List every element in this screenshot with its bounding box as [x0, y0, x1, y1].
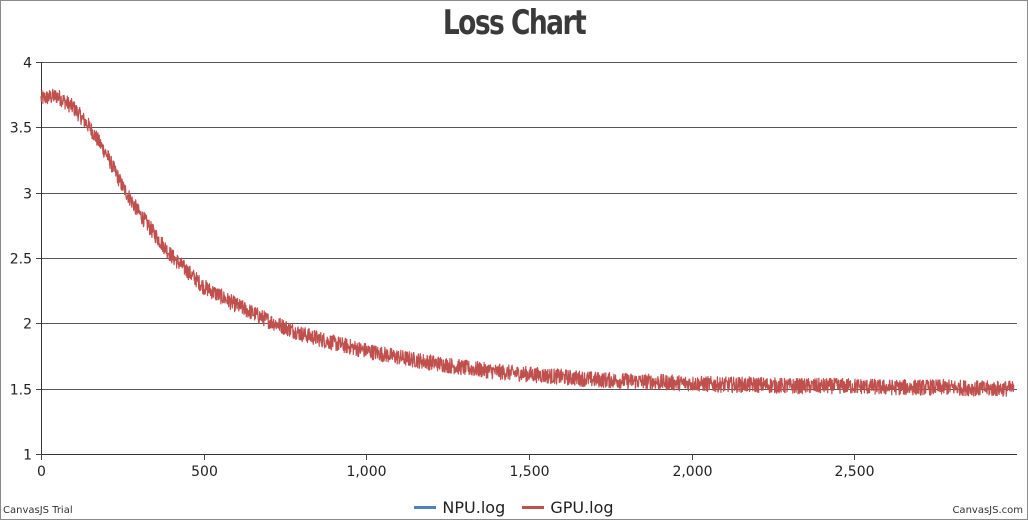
- legend-item-npu[interactable]: NPU.log: [414, 498, 505, 517]
- legend-swatch-gpu: [522, 506, 545, 509]
- x-tick-label: 500: [191, 464, 218, 480]
- credit-left[interactable]: CanvasJS Trial: [3, 505, 73, 516]
- y-tick-label: 2: [23, 317, 32, 333]
- y-tick-label: 3: [23, 187, 32, 203]
- legend-label-npu: NPU.log: [442, 498, 506, 517]
- y-tick-label: 2.5: [10, 252, 32, 268]
- x-tick-label: 2,000: [672, 464, 712, 480]
- legend-label-gpu: GPU.log: [550, 498, 614, 517]
- x-tick-label: 0: [37, 464, 46, 480]
- y-tick-label: 3.5: [10, 121, 32, 137]
- x-tick-label: 1,500: [509, 464, 549, 480]
- legend-swatch-npu: [414, 506, 437, 509]
- series-line-gpu-log[interactable]: [40, 88, 1015, 397]
- x-tick-label: 1,000: [346, 464, 386, 480]
- legend-item-gpu[interactable]: GPU.log: [522, 498, 614, 517]
- y-tick-label: 4: [23, 56, 32, 72]
- legend: NPU.log GPU.log: [1, 494, 1027, 517]
- y-tick-label: 1.5: [10, 383, 32, 399]
- chart-title: Loss Chart: [442, 3, 587, 43]
- y-tick-label: 1: [23, 448, 32, 464]
- credit-right[interactable]: CanvasJS.com: [952, 505, 1023, 516]
- x-tick-label: 2,500: [834, 464, 874, 480]
